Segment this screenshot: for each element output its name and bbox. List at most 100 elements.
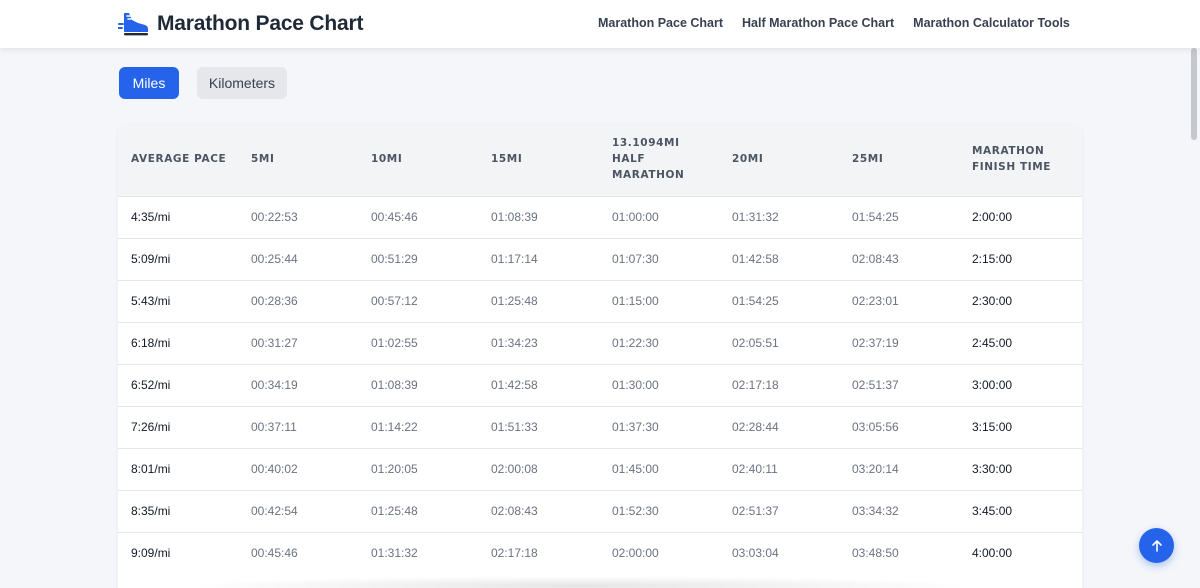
split-time-cell: 02:17:18 (719, 363, 839, 406)
split-time-cell: 01:54:25 (839, 195, 959, 238)
miles-button[interactable]: Miles (119, 67, 179, 99)
split-time-cell: 01:25:48 (358, 489, 478, 532)
finish-time-cell: 2:00:00 (959, 195, 1082, 238)
split-time-cell: 01:15:00 (599, 279, 719, 322)
finish-time-cell: 2:45:00 (959, 321, 1082, 364)
split-time-cell: 02:51:37 (719, 489, 839, 532)
split-time-cell: 00:34:19 (238, 363, 358, 406)
split-time-cell: 01:20:05 (358, 447, 478, 490)
split-time-cell: 01:42:58 (719, 237, 839, 280)
table-body: 4:35/mi 00:22:53 00:45:46 01:08:39 01:00:00 0… (118, 195, 1082, 574)
pace-cell: 6:18/mi (118, 321, 238, 364)
split-time-cell: 02:00:00 (599, 531, 719, 574)
finish-time-cell: 3:45:00 (959, 489, 1082, 532)
split-time-cell: 01:31:32 (358, 531, 478, 574)
split-time-cell: 01:08:39 (478, 195, 599, 238)
split-time-cell: 01:51:33 (478, 405, 599, 448)
split-time-cell: 02:40:11 (719, 447, 839, 490)
split-time-cell: 01:14:22 (358, 405, 478, 448)
unit-toggle: Miles Kilometers (119, 67, 287, 99)
main-nav: Marathon Pace Chart Half Marathon Pace C… (598, 16, 1089, 30)
split-time-cell: 00:37:11 (238, 405, 358, 448)
split-time-cell: 03:05:56 (839, 405, 959, 448)
split-time-cell: 01:08:39 (358, 363, 478, 406)
table-row: 8:35/mi 00:42:54 01:25:48 02:08:43 01:52:30 0… (118, 489, 1082, 532)
running-shoe-icon (118, 13, 148, 36)
split-time-cell: 03:03:04 (719, 531, 839, 574)
table-row: 5:09/mi 00:25:44 00:51:29 01:17:14 01:07:30 0… (118, 237, 1082, 280)
split-time-cell: 01:07:30 (599, 237, 719, 280)
pace-cell: 5:43/mi (118, 279, 238, 322)
split-time-cell: 02:37:19 (839, 321, 959, 364)
column-header: 20MI (719, 124, 839, 196)
column-header: AVERAGE PACE (118, 124, 238, 196)
pace-table: AVERAGE PACE 5MI 10MI 15MI 13.1094MI HALF MA… (118, 124, 1082, 574)
site-header: Marathon Pace Chart Marathon Pace Chart … (0, 0, 1200, 48)
table-header: AVERAGE PACE 5MI 10MI 15MI 13.1094MI HALF MA… (118, 124, 1082, 196)
split-time-cell: 02:28:44 (719, 405, 839, 448)
split-time-cell: 03:20:14 (839, 447, 959, 490)
nav-link-marathon-calculator-tools[interactable]: Marathon Calculator Tools (913, 16, 1070, 30)
split-time-cell: 01:31:32 (719, 195, 839, 238)
pace-cell: 8:35/mi (118, 489, 238, 532)
nav-link-marathon-pace-chart[interactable]: Marathon Pace Chart (598, 16, 724, 30)
split-time-cell: 02:00:08 (478, 447, 599, 490)
table-row: 5:43/mi 00:28:36 00:57:12 01:25:48 01:15:00 0… (118, 279, 1082, 322)
kilometers-button[interactable]: Kilometers (197, 67, 287, 99)
split-time-cell: 00:42:54 (238, 489, 358, 532)
split-time-cell: 00:51:29 (358, 237, 478, 280)
split-time-cell: 01:37:30 (599, 405, 719, 448)
split-time-cell: 00:45:46 (238, 531, 358, 574)
split-time-cell: 00:57:12 (358, 279, 478, 322)
split-time-cell: 00:45:46 (358, 195, 478, 238)
split-time-cell: 01:30:00 (599, 363, 719, 406)
split-time-cell: 01:17:14 (478, 237, 599, 280)
split-time-cell: 01:02:55 (358, 321, 478, 364)
split-time-cell: 00:31:27 (238, 321, 358, 364)
table-row: 6:52/mi 00:34:19 01:08:39 01:42:58 01:30:00 0… (118, 363, 1082, 406)
split-time-cell: 00:25:44 (238, 237, 358, 280)
table-row: 6:18/mi 00:31:27 01:02:55 01:34:23 01:22:30 0… (118, 321, 1082, 364)
scroll-to-top-button[interactable] (1139, 528, 1174, 563)
split-time-cell: 02:23:01 (839, 279, 959, 322)
split-time-cell: 01:25:48 (478, 279, 599, 322)
split-time-cell: 03:48:50 (839, 531, 959, 574)
bottom-shadow (180, 576, 980, 588)
pace-cell: 9:09/mi (118, 531, 238, 574)
split-time-cell: 02:08:43 (478, 489, 599, 532)
split-time-cell: 01:45:00 (599, 447, 719, 490)
pace-table-card: AVERAGE PACE 5MI 10MI 15MI 13.1094MI HALF MA… (118, 124, 1082, 588)
column-header: MARATHON FINISH TIME (959, 124, 1082, 196)
pace-cell: 7:26/mi (118, 405, 238, 448)
split-time-cell: 01:52:30 (599, 489, 719, 532)
column-header: 5MI (238, 124, 358, 196)
split-time-cell: 01:00:00 (599, 195, 719, 238)
arrow-up-icon (1151, 539, 1162, 552)
finish-time-cell: 3:00:00 (959, 363, 1082, 406)
split-time-cell: 00:22:53 (238, 195, 358, 238)
column-header: 13.1094MI HALF MARATHON (599, 124, 719, 196)
column-header: 15MI (478, 124, 599, 196)
table-row: 8:01/mi 00:40:02 01:20:05 02:00:08 01:45:00 0… (118, 447, 1082, 490)
nav-link-half-marathon-pace-chart[interactable]: Half Marathon Pace Chart (742, 16, 895, 30)
pace-cell: 5:09/mi (118, 237, 238, 280)
finish-time-cell: 3:30:00 (959, 447, 1082, 490)
finish-time-cell: 2:15:00 (959, 237, 1082, 280)
table-row: 7:26/mi 00:37:11 01:14:22 01:51:33 01:37:30 0… (118, 405, 1082, 448)
finish-time-cell: 4:00:00 (959, 531, 1082, 574)
pace-cell: 6:52/mi (118, 363, 238, 406)
site-title: Marathon Pace Chart (157, 12, 364, 35)
table-row: 9:09/mi 00:45:46 01:31:32 02:17:18 02:00:00 0… (118, 531, 1082, 574)
split-time-cell: 03:34:32 (839, 489, 959, 532)
split-time-cell: 01:42:58 (478, 363, 599, 406)
split-time-cell: 01:54:25 (719, 279, 839, 322)
split-time-cell: 00:28:36 (238, 279, 358, 322)
finish-time-cell: 2:30:00 (959, 279, 1082, 322)
brand[interactable]: Marathon Pace Chart (118, 10, 363, 38)
page-scrollbar[interactable] (1191, 48, 1197, 140)
column-header: 25MI (839, 124, 959, 196)
split-time-cell: 01:22:30 (599, 321, 719, 364)
split-time-cell: 02:17:18 (478, 531, 599, 574)
pace-cell: 4:35/mi (118, 195, 238, 238)
split-time-cell: 02:05:51 (719, 321, 839, 364)
